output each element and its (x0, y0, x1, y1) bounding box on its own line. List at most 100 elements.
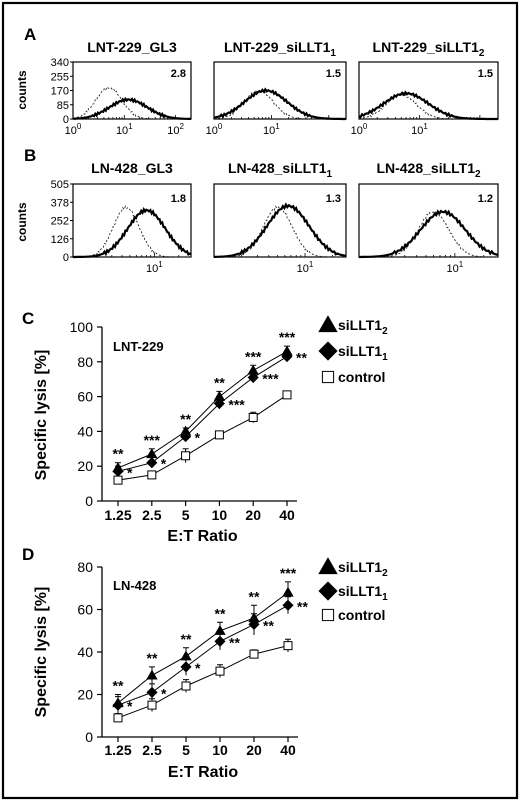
legend-label: control (338, 369, 385, 385)
mfi-ratio-label: 1.2 (478, 193, 493, 205)
histogram-plot: LN-428_siLLT12 1.2 101 (358, 160, 499, 275)
x-tick-label: 20 (245, 507, 261, 523)
y-tick-label: 80 (77, 559, 93, 575)
x-tick-label: 40 (280, 742, 296, 758)
llt1-staining-curve (358, 90, 498, 121)
significance-stars: *** (228, 397, 245, 413)
y-tick-label: 0 (63, 114, 69, 126)
panel-b: Bcounts5053782521260LN-428_GL31.8101LN-4… (15, 146, 499, 275)
y-tick-label: 0 (85, 493, 93, 509)
diamond-marker (214, 635, 226, 647)
y-axis-label: counts (15, 70, 29, 110)
x-axis-label: E:T Ratio (167, 528, 237, 545)
llt1-staining-curve (359, 209, 499, 259)
triangle-marker (318, 315, 338, 333)
x-tick-label: 2.5 (142, 507, 162, 523)
llt1-staining-curve (73, 96, 191, 120)
y-tick-label: 126 (51, 234, 69, 246)
histogram-frame (213, 183, 347, 258)
x-tick-label: 101 (116, 122, 133, 137)
x-tick-label: 10 (212, 742, 228, 758)
y-tick-label: 170 (51, 86, 69, 98)
y-tick-label: 60 (77, 602, 93, 618)
square-marker (248, 412, 258, 422)
square-marker (249, 649, 259, 659)
legend-entry: siLLT12 (318, 315, 388, 337)
llt1-staining-curve (214, 202, 347, 258)
histogram-frame (358, 61, 499, 120)
series-square (113, 638, 293, 723)
y-axis-label: Specific lysis [%] (33, 350, 50, 481)
histogram-title: LNT-229_GL3 (87, 39, 177, 55)
cell-line-label: LN-428 (113, 578, 156, 593)
histogram-frame (358, 183, 499, 258)
diamond-marker (146, 686, 158, 698)
y-axis-label: Specific lysis [%] (33, 587, 50, 718)
histogram-title: LNT-229_siLLT12 (373, 39, 485, 59)
x-tick-label: 100 (206, 122, 223, 137)
square-marker (113, 475, 123, 485)
isotype-control-curve (73, 205, 191, 258)
y-tick-label: 0 (85, 729, 93, 745)
series-square (113, 390, 292, 485)
y-tick-label: 40 (77, 644, 93, 660)
y-tick-label: 378 (51, 197, 69, 209)
y-tick-label: 85 (57, 100, 69, 112)
triangle-marker (318, 557, 338, 575)
square-marker (321, 370, 335, 384)
series-diamond: *********** (112, 350, 307, 480)
histogram-plot: LNT-229_GL3 2.8 100 101 102 (65, 39, 192, 137)
legend-label: siLLT12 (338, 559, 388, 579)
histogram-plot: LN-428_siLLT11 1.3 101 (213, 160, 347, 275)
legend-entry: siLLT12 (318, 557, 388, 579)
x-tick-label: 101 (411, 122, 428, 137)
isotype-control-curve (72, 86, 191, 120)
panel-letter: D (22, 545, 34, 564)
cell-line-label: LNT-229 (113, 339, 164, 354)
diamond-marker (180, 661, 192, 673)
x-tick-label: 1.25 (104, 507, 131, 523)
legend-label: siLLT12 (338, 317, 388, 337)
panel-d: D 0 20 40 60 80 1.25 2.5 5 10 20 40 E:T Ratio Specifi… (22, 545, 388, 781)
diamond-marker (180, 431, 192, 443)
series-line (117, 350, 288, 469)
significance-stars: ** (297, 598, 308, 614)
significance-stars: ** (249, 588, 260, 604)
series-triangle: ************* (112, 565, 297, 712)
y-tick-label: 20 (77, 458, 93, 474)
series-line (117, 604, 289, 706)
histogram-frame (72, 61, 192, 120)
diamond-marker (146, 457, 158, 469)
significance-stars: ** (214, 374, 225, 390)
significance-stars: *** (279, 329, 296, 345)
histogram-plot: LNT-229_siLLT12 1.5 100 101 (351, 39, 499, 137)
histogram-frame (72, 183, 192, 258)
significance-stars: * (195, 430, 201, 446)
diamond-marker (318, 581, 338, 601)
significance-stars: * (127, 698, 133, 714)
x-axis-label: E:T Ratio (168, 764, 238, 781)
significance-stars: ** (113, 446, 124, 462)
diamond-marker (248, 618, 260, 630)
x-tick-label: 10 (212, 507, 228, 523)
histogram-plot: LN-428_GL3 1.8 101 (72, 160, 192, 275)
diamond-marker (247, 371, 259, 384)
histogram-title: LN-428_GL3 (91, 160, 173, 176)
legend-label: siLLT11 (338, 343, 388, 363)
llt1-staining-curve (73, 206, 192, 259)
mfi-ratio-label: 1.3 (326, 193, 341, 205)
significance-stars: *** (245, 348, 262, 364)
y-tick-label: 80 (77, 354, 93, 370)
series-line (117, 645, 289, 719)
series-line (117, 394, 288, 481)
square-marker (113, 713, 123, 723)
histogram-frame (213, 61, 347, 120)
significance-stars: * (161, 456, 167, 472)
histogram-plot: LNT-229_siLLT11 1.5 100 101 (206, 39, 347, 137)
panel-c: C 0 20 40 60 80 100 1.25 2.5 5 10 20 40 E:T Ratio Spec… (22, 309, 388, 545)
histogram-title: LN-428_siLLT11 (228, 160, 333, 180)
